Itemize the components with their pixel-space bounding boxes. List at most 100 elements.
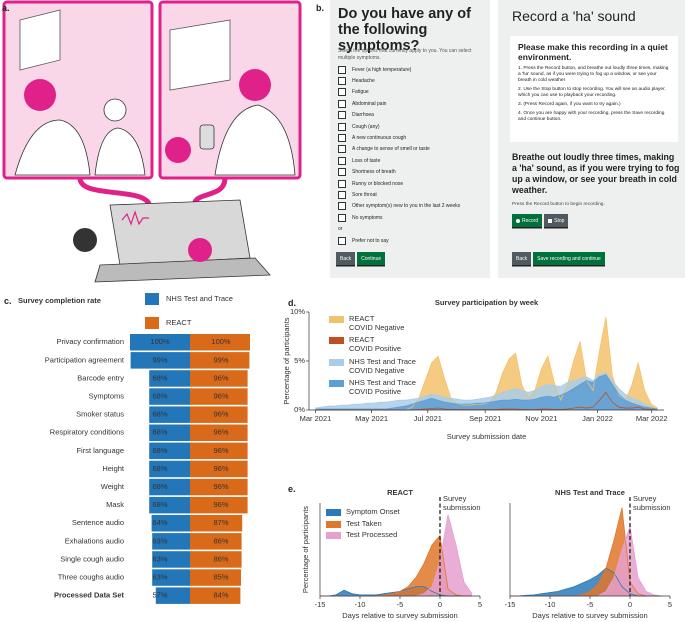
funnel-bar (155, 587, 190, 604)
chart-title: Survey participation by week (435, 298, 539, 307)
button-label: Back (516, 255, 528, 262)
funnel-bar (190, 533, 242, 550)
y-axis-label: Percentage of participants (301, 506, 310, 593)
value-label: 99% (152, 355, 167, 364)
x-tick-label: 0 (438, 600, 442, 609)
value-label: 86% (213, 536, 228, 545)
value-label: 57% (152, 591, 167, 600)
chart-title: Survey completion rate (18, 296, 101, 305)
funnel-bar (149, 388, 190, 405)
x-tick-label: Sep 2021 (469, 414, 501, 423)
area-line (315, 372, 658, 410)
legend-label: NHS Test and Trace (166, 294, 233, 303)
funnel-bar (190, 388, 248, 405)
panel-label: c. (4, 296, 12, 306)
value-label: 96% (213, 373, 228, 382)
category-label: Height (102, 464, 125, 473)
x-tick-label: -10 (355, 600, 366, 609)
category-label: Three coughs audio (58, 573, 124, 582)
category-label: Symptoms (89, 392, 125, 401)
x-tick-label: Nov 2021 (525, 414, 557, 423)
x-tick-label: 5 (478, 600, 482, 609)
option-label: No symptoms (352, 214, 383, 221)
option-label: Sore throat (352, 191, 377, 198)
person-head (188, 238, 212, 262)
x-tick-label: May 2021 (355, 414, 388, 423)
option-row: A change to sense of smell or taste (338, 144, 488, 155)
option-row: Headache (338, 75, 488, 86)
funnel-bar (190, 424, 248, 441)
checkbox[interactable] (338, 179, 346, 188)
button[interactable]: Stop (544, 214, 569, 227)
button-icon (516, 218, 520, 223)
checkbox[interactable] (338, 202, 346, 211)
funnel-bar (190, 370, 248, 387)
legend-swatch (145, 293, 159, 305)
button-label: Save recording and continue (537, 255, 601, 262)
checkbox[interactable] (338, 168, 346, 177)
box-heading: Please make this recording in a quiet en… (518, 42, 668, 62)
checkbox[interactable] (338, 145, 346, 154)
checkbox[interactable] (338, 122, 346, 131)
panel-label: a. (2, 3, 10, 13)
panel-label: e. (288, 484, 296, 494)
value-label: 68% (152, 446, 167, 455)
value-label: 63% (152, 573, 167, 582)
person-head (239, 69, 271, 101)
funnel-bar (190, 442, 248, 460)
button-row: Back Save recording and continue (512, 252, 607, 265)
button[interactable]: Back (336, 252, 356, 265)
step: 4. Once you are happy with your recordin… (518, 111, 665, 122)
category-label: Weight (101, 482, 125, 491)
checkbox[interactable] (338, 111, 346, 120)
checkbox[interactable] (338, 190, 346, 199)
button[interactable]: Save recording and continue (533, 252, 605, 265)
button[interactable]: Back (512, 252, 532, 265)
x-tick-label: -5 (587, 600, 594, 609)
option-label: Prefer not to say (352, 237, 389, 244)
value-label: 63% (152, 554, 167, 563)
instructions: Select the options that currently apply … (338, 48, 472, 61)
checkbox[interactable] (338, 236, 346, 245)
value-label: 68% (152, 482, 167, 491)
checkbox[interactable] (338, 213, 346, 222)
category-label: First language (76, 446, 124, 455)
option-row: No symptoms (338, 212, 488, 223)
funnel-bar (152, 533, 190, 550)
microphone-icon (165, 137, 191, 163)
checkbox[interactable] (338, 88, 346, 97)
option-row: Prefer not to say (338, 235, 488, 246)
checkbox[interactable] (338, 65, 346, 74)
checkbox[interactable] (338, 156, 346, 165)
x-tick-label: Jan 2022 (582, 414, 613, 423)
value-label: 86% (213, 554, 228, 563)
option-row: Diarrhoea (338, 110, 488, 121)
x-axis-label: Days relative to survey submission (342, 611, 457, 620)
person-head (24, 79, 56, 111)
option-row: A new continuous cough (338, 132, 488, 143)
value-label: 96% (213, 482, 228, 491)
option-label: Other symptom(s) new to you in the last … (352, 203, 461, 210)
funnel-bar (190, 551, 242, 568)
value-label: 87% (213, 518, 228, 527)
x-tick-label: -15 (505, 600, 516, 609)
chart-title: REACT (387, 488, 413, 497)
checkbox[interactable] (338, 99, 346, 108)
button[interactable]: Continue (357, 252, 386, 265)
funnel-bar (130, 334, 190, 351)
button[interactable]: Record (512, 214, 543, 227)
checkbox[interactable] (338, 77, 346, 86)
option-label: Fatigue (352, 89, 369, 96)
value-label: 99% (213, 355, 228, 364)
category-label: Privacy confirmation (56, 337, 124, 346)
option-row: Fever (a high temperature) (338, 64, 488, 75)
instruction-box: Please make this recording in a quiet en… (510, 36, 678, 142)
option-list: Fever (a high temperature) Headache Fatigu… (338, 64, 488, 246)
checkbox[interactable] (338, 134, 346, 143)
category-label: Smoker status (76, 410, 124, 419)
funnel-bar (149, 442, 190, 460)
option-label: Runny or blocked nose (352, 180, 404, 187)
chart-title: NHS Test and Trace (555, 488, 625, 497)
funnel-bar (149, 424, 190, 441)
